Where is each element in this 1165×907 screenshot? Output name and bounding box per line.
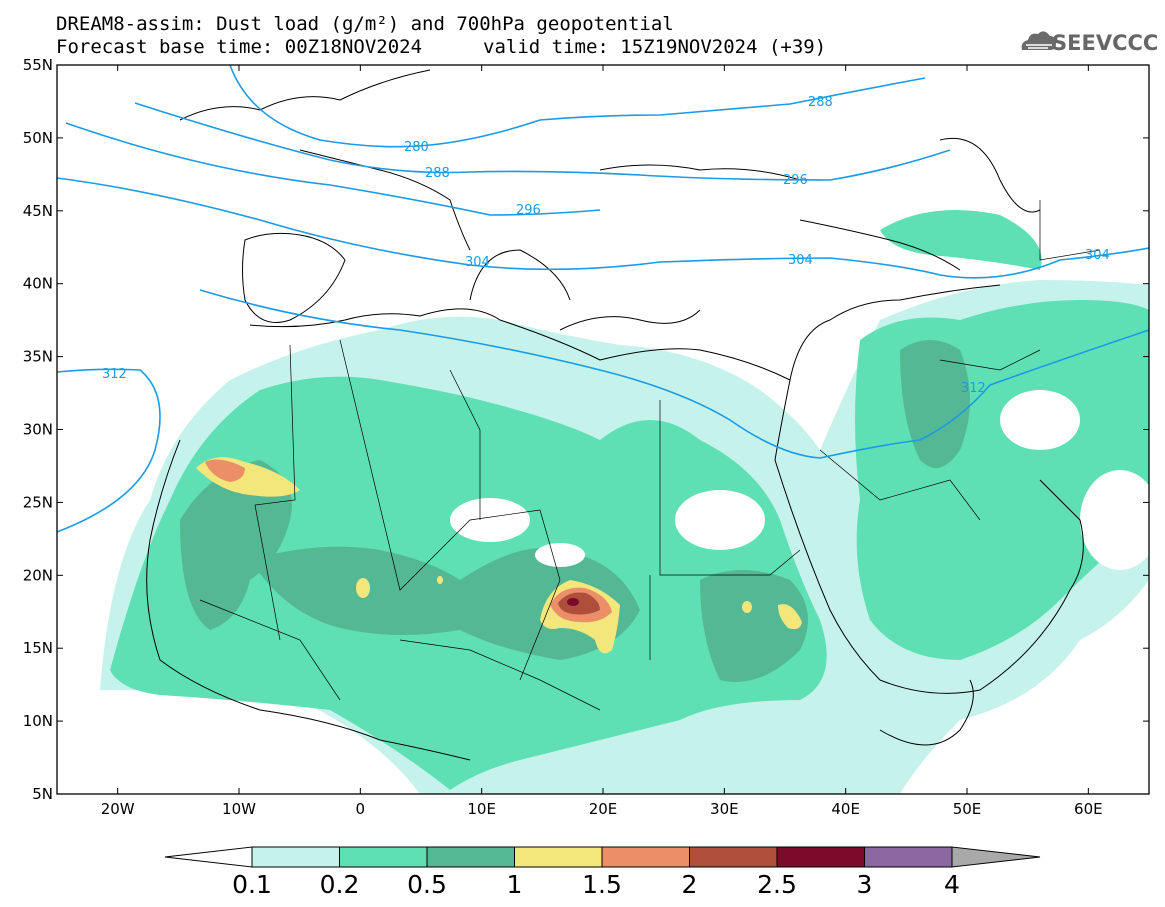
lat-label: 5N	[32, 785, 53, 803]
lat-label: 55N	[23, 56, 53, 74]
colorbar-level-label: 0.1	[232, 870, 272, 899]
contour-label-312b: 312	[961, 381, 986, 396]
forecast-base-time: Forecast base time: 00Z18NOV2024	[56, 36, 423, 58]
lon-label: 60E	[1074, 800, 1103, 818]
contour-label-296: 296	[783, 173, 808, 188]
colorbar-swatch	[864, 846, 953, 868]
lon-label: 30E	[710, 800, 739, 818]
contour-label-296b: 296	[516, 203, 541, 218]
cloud-icon	[1021, 31, 1056, 50]
colorbar-low-arrow	[164, 846, 253, 868]
logo-text: SEEVCCC	[1052, 31, 1159, 55]
lon-label: 0	[356, 800, 366, 818]
lat-label: 30N	[23, 421, 53, 439]
lat-label: 15N	[23, 639, 53, 657]
axis-ticks	[57, 64, 1149, 795]
dust-shading	[100, 210, 1149, 794]
lat-label: 45N	[23, 202, 53, 220]
colorbar-swatch	[426, 846, 515, 868]
valid-time: valid time: 15Z19NOV2024 (+39)	[483, 36, 827, 58]
geopotential-contours	[57, 65, 1149, 533]
colorbar-swatch	[776, 846, 865, 868]
country-borders	[199, 200, 1101, 711]
lon-label: 20E	[589, 800, 618, 818]
contour-label-288a: 288	[808, 95, 833, 110]
lon-label: 10E	[467, 800, 496, 818]
colorbar-swatch	[514, 846, 603, 868]
contour-label-304c: 304	[1085, 248, 1110, 263]
lat-label: 50N	[23, 129, 53, 147]
colorbar-swatch	[689, 846, 778, 868]
contour-labels: 288 280 288 296 304 304 304 312 312 296	[102, 95, 1110, 396]
lon-label: 20W	[101, 800, 135, 818]
map-title: DREAM8-assim: Dust load (g/m²) and 700hP…	[56, 13, 674, 35]
contour-label-312a: 312	[102, 367, 127, 382]
lat-label: 10N	[23, 712, 53, 730]
colorbar-swatch	[251, 846, 340, 868]
colorbar-level-label: 0.2	[319, 870, 360, 899]
contour-label-304b: 304	[788, 253, 813, 268]
colorbar-level-label: 2	[681, 870, 698, 899]
latitude-labels: 55N 50N 45N 40N 35N 30N 25N 20N 15N 10N 5N	[23, 56, 53, 803]
colorbar-level-label: 1	[506, 870, 523, 899]
colorbar-swatch	[601, 846, 690, 868]
colorbar-level-label: 4	[944, 870, 960, 899]
lon-label: 10W	[222, 800, 256, 818]
lon-label: 50E	[953, 800, 982, 818]
lat-label: 20N	[23, 566, 53, 584]
contour-label-304a: 304	[465, 255, 490, 270]
lat-label: 25N	[23, 493, 53, 511]
coastlines	[146, 69, 1084, 761]
contour-label-280: 280	[404, 140, 429, 155]
lat-label: 35N	[23, 348, 53, 366]
colorbar-level-label: 0.5	[407, 870, 447, 899]
colorbar-level-label: 2.5	[757, 870, 797, 899]
lat-label: 40N	[23, 275, 53, 293]
colorbar-swatch	[339, 846, 428, 868]
lon-label: 40E	[831, 800, 860, 818]
colorbar-level-label: 1.5	[582, 870, 622, 899]
longitude-labels: 20W 10W 0 10E 20E 30E 40E 50E 60E	[101, 800, 1103, 818]
colorbar	[164, 846, 1041, 868]
colorbar-high-arrow	[951, 846, 1041, 868]
contour-label-288b: 288	[425, 166, 450, 181]
colorbar-level-label: 3	[856, 870, 873, 899]
